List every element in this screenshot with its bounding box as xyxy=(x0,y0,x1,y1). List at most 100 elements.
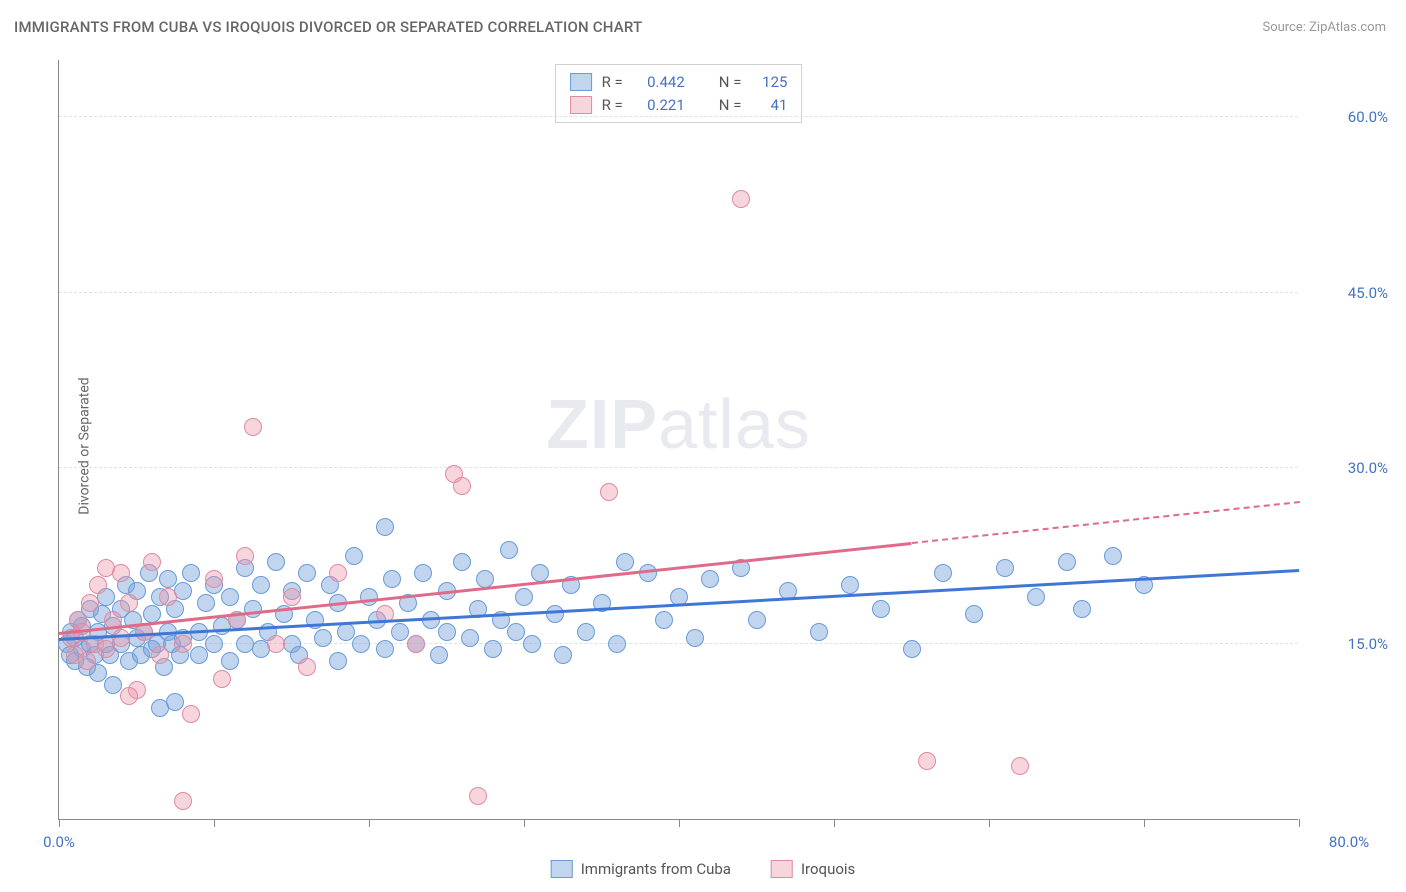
data-point xyxy=(1058,553,1076,571)
data-point xyxy=(89,576,107,594)
n-value-iroquois: 41 xyxy=(751,94,787,117)
data-point xyxy=(213,670,231,688)
data-point xyxy=(414,564,432,582)
data-point xyxy=(298,564,316,582)
x-tick xyxy=(989,819,990,827)
data-point xyxy=(965,605,983,623)
data-point xyxy=(81,594,99,612)
data-point xyxy=(1027,588,1045,606)
gridline xyxy=(59,116,1298,117)
data-point xyxy=(267,635,285,653)
legend-item-cuba: Immigrants from Cuba xyxy=(551,860,731,878)
n-value-cuba: 125 xyxy=(751,71,787,94)
trend-line-extrapolated xyxy=(911,501,1299,544)
y-tick-label: 30.0% xyxy=(1308,459,1388,477)
data-point xyxy=(182,564,200,582)
data-point xyxy=(190,646,208,664)
gridline xyxy=(59,467,1298,468)
data-point xyxy=(360,588,378,606)
data-point xyxy=(469,787,487,805)
data-point xyxy=(1073,600,1091,618)
data-point xyxy=(376,518,394,536)
data-point xyxy=(507,623,525,641)
data-point xyxy=(383,570,401,588)
legend-swatch-cuba xyxy=(570,73,592,91)
data-point xyxy=(174,792,192,810)
y-tick-label: 45.0% xyxy=(1308,284,1388,302)
data-point xyxy=(810,623,828,641)
data-point xyxy=(97,640,115,658)
data-point xyxy=(345,547,363,565)
data-point xyxy=(500,541,518,559)
watermark: ZIPatlas xyxy=(546,384,811,464)
data-point xyxy=(461,629,479,647)
data-point xyxy=(174,582,192,600)
data-point xyxy=(546,605,564,623)
data-point xyxy=(515,588,533,606)
legend-row-cuba: R = 0.442 N = 125 xyxy=(570,71,788,94)
data-point xyxy=(221,652,239,670)
plot-area: ZIPatlas R = 0.442 N = 125 R = 0.221 N =… xyxy=(58,60,1298,820)
data-point xyxy=(174,635,192,653)
data-point xyxy=(120,687,138,705)
data-point xyxy=(112,564,130,582)
data-point xyxy=(577,623,595,641)
data-point xyxy=(283,588,301,606)
data-point xyxy=(298,658,316,676)
r-value-cuba: 0.442 xyxy=(633,71,685,94)
x-tick xyxy=(1144,819,1145,827)
data-point xyxy=(430,646,448,664)
gridline xyxy=(59,292,1298,293)
data-point xyxy=(391,623,409,641)
chart-container: IMMIGRANTS FROM CUBA VS IROQUOIS DIVORCE… xyxy=(0,0,1406,892)
source-attribution: Source: ZipAtlas.com xyxy=(1262,20,1386,35)
correlation-legend: R = 0.442 N = 125 R = 0.221 N = 41 xyxy=(555,64,803,123)
data-point xyxy=(151,646,169,664)
data-point xyxy=(197,594,215,612)
data-point xyxy=(554,646,572,664)
x-tick xyxy=(679,819,680,827)
data-point xyxy=(252,576,270,594)
x-tick xyxy=(1299,819,1300,827)
data-point xyxy=(329,652,347,670)
x-tick xyxy=(59,819,60,827)
data-point xyxy=(608,635,626,653)
y-tick-label: 60.0% xyxy=(1308,108,1388,126)
data-point xyxy=(872,600,890,618)
data-point xyxy=(78,652,96,670)
data-point xyxy=(996,559,1014,577)
data-point xyxy=(1011,757,1029,775)
data-point xyxy=(166,693,184,711)
data-point xyxy=(143,553,161,571)
data-point xyxy=(407,635,425,653)
x-tick-label: 0.0% xyxy=(43,833,75,851)
data-point xyxy=(267,553,285,571)
data-point xyxy=(244,600,262,618)
legend-swatch-iroquois xyxy=(570,96,592,114)
legend-swatch-iroquois xyxy=(771,860,793,878)
data-point xyxy=(120,594,138,612)
data-point xyxy=(205,635,223,653)
data-point xyxy=(337,623,355,641)
chart-title: IMMIGRANTS FROM CUBA VS IROQUOIS DIVORCE… xyxy=(14,18,642,36)
data-point xyxy=(236,547,254,565)
data-point xyxy=(732,190,750,208)
x-tick xyxy=(214,819,215,827)
data-point xyxy=(600,483,618,501)
data-point xyxy=(701,570,719,588)
data-point xyxy=(639,564,657,582)
x-tick-label: 80.0% xyxy=(1329,833,1369,851)
data-point xyxy=(903,640,921,658)
data-point xyxy=(918,752,936,770)
legend-row-iroquois: R = 0.221 N = 41 xyxy=(570,94,788,117)
data-point xyxy=(616,553,634,571)
data-point xyxy=(438,623,456,641)
data-point xyxy=(453,553,471,571)
data-point xyxy=(484,640,502,658)
data-point xyxy=(352,635,370,653)
x-tick xyxy=(369,819,370,827)
data-point xyxy=(159,588,177,606)
series-legend: Immigrants from Cuba Iroquois xyxy=(551,860,856,878)
data-point xyxy=(453,477,471,495)
data-point xyxy=(244,418,262,436)
